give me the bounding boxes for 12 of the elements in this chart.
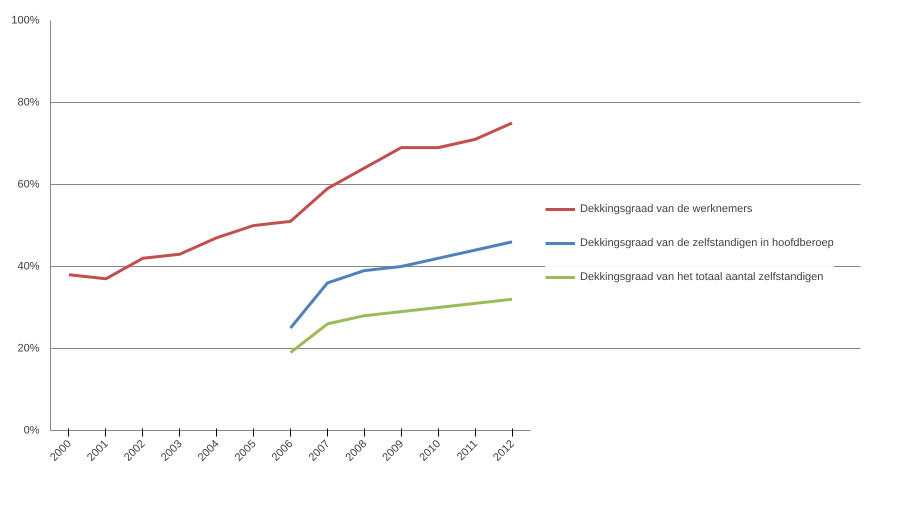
legend-label: Dekkingsgraad van het totaal aantal zelfstandigen (580, 270, 824, 282)
line-series (67, 122, 514, 280)
legend-label: Dekkingsgraad van de zelfstandigen in hoofdberoep (580, 236, 834, 248)
y-tick-label: 100% (11, 14, 40, 26)
y-tick-label: 0% (24, 424, 40, 436)
legend-label: Dekkingsgraad van de werknemers (580, 202, 752, 214)
y-tick-label: 20% (17, 342, 40, 354)
y-tick-label: 80% (17, 96, 40, 108)
line-series (289, 240, 514, 330)
line-series (289, 298, 514, 354)
y-tick-label: 40% (17, 260, 40, 272)
y-tick-label: 60% (17, 178, 40, 190)
